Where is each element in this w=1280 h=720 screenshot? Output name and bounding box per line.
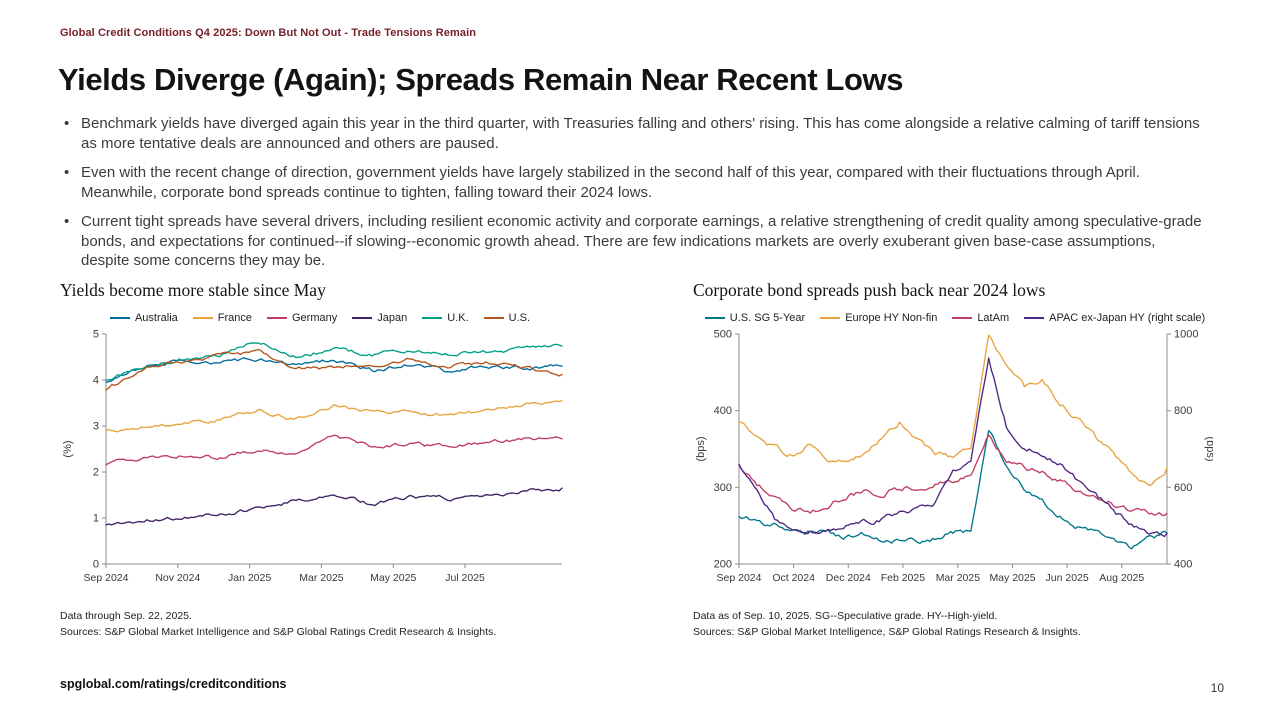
legend-label: Australia [134,312,178,324]
x-tick-label: Mar 2025 [299,572,344,584]
legend-item-latam: LatAm [952,312,1009,324]
legend-label: Europe HY Non-fin [845,312,938,324]
legend-swatch-icon [820,316,841,320]
footer-link[interactable]: spglobal.com/ratings/creditconditions [60,677,287,691]
spreads-chart-section: Corporate bond spreads push back near 20… [693,280,1217,641]
legend-label: U.K. [447,312,469,324]
x-tick-label: Jun 2025 [1046,572,1089,584]
y-tick-label: 4 [93,375,99,387]
series-line-europe-hy-non-fin [738,334,1168,487]
x-tick-label: Sep 2024 [717,572,762,584]
legend-swatch-icon [267,316,287,320]
y-tick-label: 0 [93,559,99,571]
eyebrow-text: Global Credit Conditions Q4 2025: Down B… [60,27,477,39]
legend-item-japan: Japan [352,312,407,324]
series-line-u-s-sg-5-year [738,429,1168,550]
legend-label: APAC ex-Japan HY (right scale) [1049,312,1206,324]
legend-label: Japan [377,312,408,324]
x-tick-label: May 2025 [989,572,1035,584]
y-tick-label: 500 [714,329,732,341]
bullet-item: Benchmark yields have diverged again thi… [62,114,1202,153]
y-tick-label-right: 400 [1174,559,1192,571]
spreads-chart: 200 300 400 500 400 600 800 1000 Sep 2024 Oct 202… [695,329,1216,585]
y-tick-label: 400 [714,405,732,417]
x-tick-label: Mar 2025 [936,572,981,584]
legend-item-australia: Australia [109,312,178,324]
series-line-apac-ex-japan-hy-right-scale [738,357,1168,538]
series-line-france [105,400,563,433]
x-tick-label: May 2025 [370,572,416,584]
x-tick-label: Sep 2024 [84,572,129,584]
series-line-germany [105,434,563,466]
series-line-australia [105,357,563,383]
chart-title-spreads: Corporate bond spreads push back near 20… [693,280,1046,300]
x-tick-label: Oct 2024 [772,572,815,584]
note-line: Sources: S&P Global Market Intelligence … [60,625,497,638]
legend-item-europe-hy-non-fin: Europe HY Non-fin [820,312,937,324]
series-line-japan [105,487,563,526]
legend-spreads: U.S. SG 5-Year Europe HY Non-fin LatAm APAC… [693,312,1217,324]
legend-yields: Australia France Germany Japan U.K. U.S. [60,312,580,324]
legend-item-u-k: U.K. [422,312,469,324]
yields-chart: 0 1 2 3 4 5 Sep 2024 Nov 2024 Jan 2025 Mar 2025 Ma… [62,329,563,584]
series-line-u-s [105,348,563,391]
note-line: Data through Sep. 22, 2025. [60,610,192,622]
chart-notes-yields: Data through Sep. 22, 2025. Sources: S&P… [60,609,580,641]
bullet-item: Current tight spreads have several drive… [62,212,1202,271]
y-axis-title-left: (bps) [695,436,707,461]
page-number: 10 [1210,681,1224,695]
y-tick-label-right: 1000 [1174,329,1198,341]
x-tick-label: Jan 2025 [228,572,271,584]
yields-chart-section: Yields become more stable since May Aust… [60,280,580,641]
x-tick-label: Aug 2025 [1099,572,1144,584]
note-line: Data as of Sep. 10, 2025. SG--Speculativ… [693,610,998,622]
legend-swatch-icon [483,316,504,320]
legend-swatch-icon [1024,316,1045,320]
legend-label: LatAm [977,312,1010,324]
y-tick-label-right: 600 [1174,482,1192,494]
legend-item-u-s-sg-5-year: U.S. SG 5-Year [704,312,806,324]
legend-swatch-icon [422,316,443,320]
chart-title-yields: Yields become more stable since May [60,280,326,300]
legend-swatch-icon [952,316,973,320]
y-tick-label: 2 [93,467,99,479]
bullet-list: Benchmark yields have diverged again thi… [62,114,1202,281]
y-tick-label-right: 800 [1174,405,1192,417]
y-axis-title-right: (bps) [1204,436,1213,461]
series-line-latam [738,434,1168,517]
page-title: Yields Diverge (Again); Spreads Remain N… [58,62,904,97]
y-tick-label: 1 [93,513,99,525]
legend-item-france: France [192,312,252,324]
legend-label: France [217,312,252,324]
y-tick-label: 3 [93,421,99,433]
y-tick-label: 300 [714,482,732,494]
legend-label: Germany [292,312,338,324]
bullet-item: Even with the recent change of direction… [62,163,1202,202]
x-tick-label: Dec 2024 [826,572,871,584]
y-tick-label: 200 [714,559,732,571]
legend-item-apac-ex-japan-hy-right-scale: APAC ex-Japan HY (right scale) [1024,312,1205,324]
legend-swatch-icon [704,316,725,320]
legend-swatch-icon [109,316,130,320]
chart-notes-spreads: Data as of Sep. 10, 2025. SG--Speculativ… [693,609,1217,641]
legend-swatch-icon [192,316,213,320]
y-axis-title-left: (%) [62,440,74,457]
legend-swatch-icon [352,316,373,320]
legend-item-germany: Germany [267,312,337,324]
x-tick-label: Nov 2024 [155,572,200,584]
y-tick-label: 5 [93,329,99,341]
x-tick-label: Jul 2025 [445,572,485,584]
legend-item-u-s: U.S. [483,312,531,324]
series-line-u-k [105,342,563,381]
x-tick-label: Feb 2025 [881,572,926,584]
note-line: Sources: S&P Global Market Intelligence,… [693,625,1081,638]
legend-label: U.S. [508,312,531,324]
legend-label: U.S. SG 5-Year [729,312,806,324]
